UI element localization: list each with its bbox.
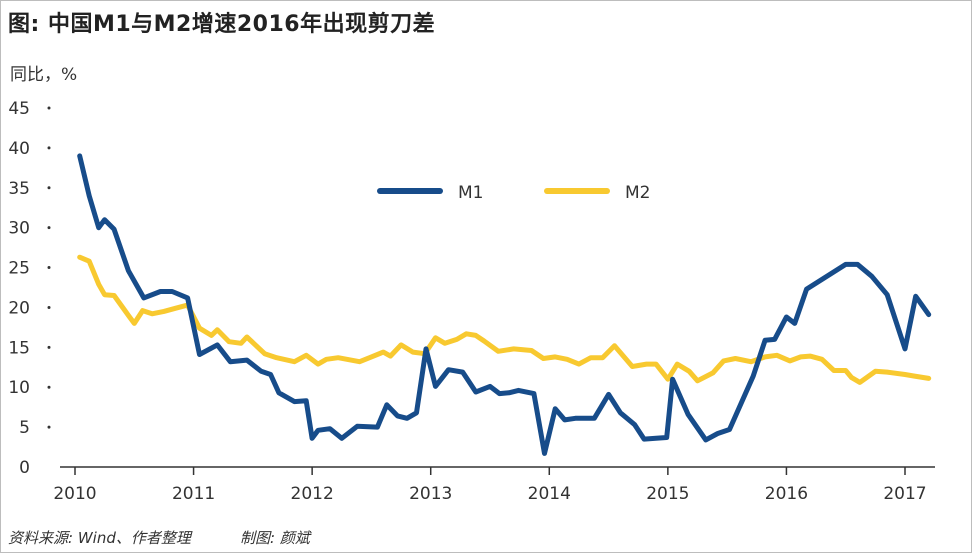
- y-tick-label: 40: [8, 139, 30, 159]
- chart-title: 图: 中国M1与M2增速2016年出现剪刀差: [8, 12, 436, 37]
- series-line-m1: [77, 153, 932, 456]
- y-tick-label: 0: [19, 458, 30, 478]
- y-tick-mark: [47, 106, 51, 110]
- x-tick-label: 2014: [528, 484, 571, 504]
- y-axis: 0 5 10 15 20 25 30 35 40 45: [8, 99, 51, 478]
- y-tick-label: 35: [8, 179, 30, 199]
- legend-label-m2: M2: [625, 183, 650, 203]
- y-tick-label: 10: [8, 378, 30, 398]
- y-tick-label: 45: [8, 99, 30, 119]
- y-axis-unit-label: 同比，%: [10, 65, 78, 85]
- x-tick-label: 2011: [172, 484, 215, 504]
- y-tick-label: 5: [19, 418, 30, 438]
- y-tick-mark: [47, 266, 51, 270]
- series-layer: [77, 153, 932, 456]
- x-tick-label: 2015: [646, 484, 689, 504]
- x-tick-label: 2010: [53, 484, 96, 504]
- source-note: 资料来源: Wind、作者整理: [8, 529, 191, 547]
- y-tick-mark: [47, 385, 51, 389]
- y-tick-label: 30: [8, 219, 30, 239]
- y-tick-mark: [47, 425, 51, 429]
- legend: M1 M2: [377, 183, 650, 203]
- y-tick-label: 25: [8, 259, 30, 279]
- y-tick-mark: [47, 186, 51, 190]
- x-tick-label: 2016: [765, 484, 808, 504]
- y-tick-mark: [47, 345, 51, 349]
- y-tick-label: 15: [8, 338, 30, 358]
- y-tick-mark: [47, 226, 51, 230]
- y-tick-mark: [47, 146, 51, 150]
- x-tick-label: 2017: [883, 484, 926, 504]
- x-tick-label: 2013: [409, 484, 452, 504]
- x-axis: 2010 2011 2012 2013 2014 2015 2016 2017: [53, 466, 935, 504]
- x-tick-label: 2012: [291, 484, 334, 504]
- maker-note: 制图: 颜斌: [240, 529, 310, 547]
- series-line-m2: [77, 254, 932, 385]
- legend-label-m1: M1: [458, 183, 483, 203]
- y-tick-label: 20: [8, 298, 30, 318]
- y-tick-mark: [47, 305, 51, 309]
